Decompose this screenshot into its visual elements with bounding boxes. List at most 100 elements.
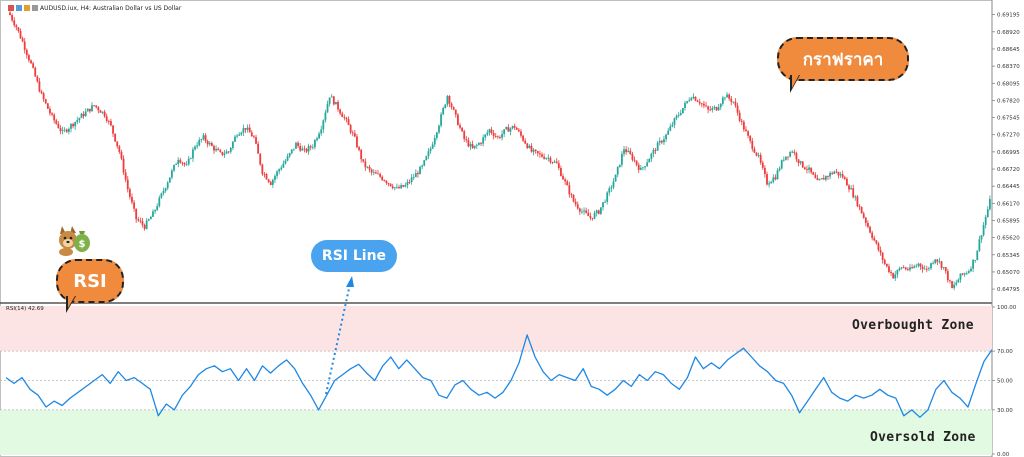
candle-body bbox=[114, 133, 117, 142]
candle-body bbox=[707, 106, 710, 110]
candle-body bbox=[101, 111, 104, 113]
candle-body bbox=[168, 177, 171, 183]
candle-body bbox=[469, 144, 472, 147]
candle-body bbox=[103, 111, 106, 117]
candle-body bbox=[404, 185, 407, 187]
candle-body bbox=[438, 125, 440, 133]
candle-body bbox=[728, 94, 731, 99]
chart-type-icon[interactable] bbox=[32, 5, 38, 11]
candle-body bbox=[305, 148, 308, 152]
candle-body bbox=[23, 41, 26, 50]
candle-body bbox=[53, 114, 56, 121]
candle-body bbox=[419, 166, 421, 175]
candle-body bbox=[709, 109, 712, 111]
candle-body bbox=[482, 137, 485, 144]
chart-type-icon[interactable] bbox=[16, 5, 22, 11]
candle-body bbox=[778, 168, 781, 171]
candle-body bbox=[816, 178, 819, 181]
candle-body bbox=[13, 20, 16, 26]
candle-body bbox=[740, 120, 743, 122]
candle-body bbox=[379, 173, 381, 177]
candle-body bbox=[490, 129, 493, 133]
candle-body bbox=[543, 156, 546, 159]
candle-body bbox=[406, 181, 409, 186]
candle-body bbox=[311, 147, 314, 148]
candle-body bbox=[888, 266, 890, 273]
candle-body bbox=[686, 101, 688, 103]
candle-body bbox=[267, 179, 270, 182]
candle-body bbox=[549, 157, 552, 163]
candle-body bbox=[734, 101, 737, 106]
rsi-callout-tail-fill bbox=[68, 296, 75, 308]
candle-body bbox=[341, 113, 344, 118]
candle-body bbox=[467, 140, 470, 147]
candle-body bbox=[34, 67, 37, 77]
candle-body bbox=[246, 127, 249, 130]
candle-body bbox=[240, 132, 243, 135]
candle-body bbox=[412, 177, 415, 178]
candle-body bbox=[864, 217, 867, 224]
candle-body bbox=[808, 167, 810, 170]
candle-body bbox=[25, 49, 28, 56]
candle-body bbox=[387, 183, 390, 184]
candle-body bbox=[900, 267, 903, 269]
candle-body bbox=[431, 144, 434, 149]
candle-body bbox=[780, 160, 783, 169]
candle-body bbox=[799, 161, 802, 163]
candle-body bbox=[797, 159, 800, 163]
price-tick-label: 0.65070 bbox=[997, 270, 1020, 276]
candle-body bbox=[566, 181, 569, 186]
candle-body bbox=[139, 220, 142, 222]
candle-body bbox=[290, 149, 293, 154]
candle-body bbox=[166, 182, 169, 189]
candle-body bbox=[227, 151, 230, 153]
candle-body bbox=[309, 146, 312, 148]
candle-body bbox=[967, 271, 970, 273]
candle-body bbox=[522, 135, 524, 141]
rsi-tick-label: 70.00 bbox=[997, 349, 1013, 355]
price-tick-label: 0.65345 bbox=[997, 253, 1020, 259]
price-tick-label: 0.66445 bbox=[997, 184, 1020, 190]
candle-body bbox=[118, 146, 121, 152]
price-tick-label: 0.68095 bbox=[997, 81, 1020, 87]
candle-body bbox=[909, 267, 911, 270]
candle-body bbox=[913, 266, 916, 269]
candle-body bbox=[259, 153, 262, 165]
candle-body bbox=[595, 210, 598, 214]
candle-body bbox=[149, 216, 152, 220]
rsi-line-pointer-arrow bbox=[325, 276, 354, 395]
candle-body bbox=[848, 185, 850, 190]
candle-body bbox=[234, 136, 236, 142]
candle-body bbox=[692, 96, 695, 99]
candle-body bbox=[93, 105, 96, 107]
candle-body bbox=[347, 119, 350, 126]
candle-body bbox=[820, 178, 823, 180]
candle-body bbox=[210, 143, 213, 146]
candle-body bbox=[917, 263, 920, 266]
candle-body bbox=[560, 167, 562, 177]
candle-body bbox=[925, 268, 928, 270]
candle-body bbox=[843, 177, 846, 179]
candle-body bbox=[337, 101, 339, 110]
chart-type-icon[interactable] bbox=[8, 5, 14, 11]
chart-type-icon[interactable] bbox=[24, 5, 30, 11]
candle-body bbox=[364, 161, 367, 168]
candle-body bbox=[517, 129, 520, 132]
candle-body bbox=[368, 166, 371, 170]
candle-body bbox=[555, 161, 558, 164]
price-tick-label: 0.69195 bbox=[997, 13, 1020, 19]
candle-body bbox=[74, 121, 77, 127]
candle-body bbox=[82, 113, 85, 117]
candle-body bbox=[44, 99, 47, 104]
candle-body bbox=[112, 125, 114, 134]
candle-body bbox=[501, 133, 503, 138]
candle-body bbox=[55, 120, 58, 124]
candle-body bbox=[772, 177, 775, 182]
candle-body bbox=[951, 281, 953, 288]
candle-body bbox=[791, 151, 794, 153]
candle-body bbox=[660, 140, 663, 143]
candle-body bbox=[213, 145, 215, 151]
candle-body bbox=[658, 140, 661, 143]
candle-body bbox=[644, 166, 646, 168]
candle-body bbox=[215, 148, 217, 151]
